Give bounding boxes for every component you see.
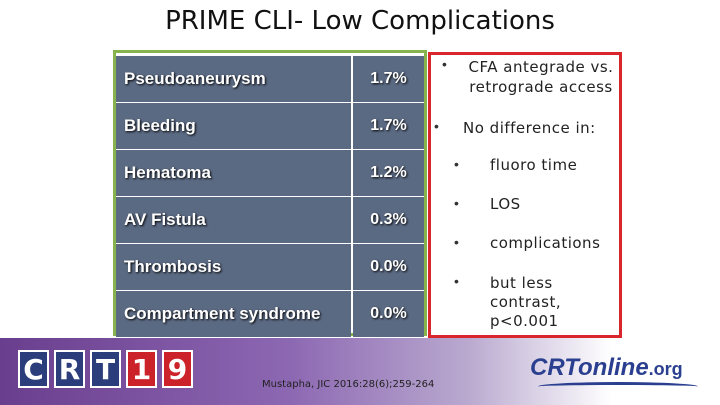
citation: Mustapha, JIC 2016:28(6);259-264 — [262, 379, 435, 390]
crt-digit: 1 — [126, 350, 157, 388]
row-value: 0.0% — [353, 244, 424, 290]
bullet-access-line: CFA antegrade vs. — [468, 58, 614, 76]
bullet-dot: • — [442, 56, 447, 72]
sub-bullet: fluoro time — [490, 156, 578, 174]
bullet-dot: • — [454, 195, 459, 211]
table-row: Bleeding 1.7% — [116, 103, 424, 149]
logo-main: CRTonline — [530, 354, 649, 381]
row-value: 1.2% — [353, 150, 424, 196]
bullet-access: CFA antegrade vs. retrograde access — [462, 57, 620, 97]
table-row: AV Fistula 0.3% — [116, 197, 424, 243]
row-value: 1.7% — [353, 103, 424, 149]
table-row: Thrombosis 0.0% — [116, 244, 424, 290]
table-row: Compartment syndrome 0.0% — [116, 291, 424, 337]
table-row: Hematoma 1.2% — [116, 150, 424, 196]
row-value: 0.3% — [353, 197, 424, 243]
bullet-dot: • — [454, 234, 459, 250]
crt-letter: R — [54, 350, 85, 388]
bullet-access-line: retrograde access — [469, 78, 613, 96]
sub-bullet: complications — [490, 234, 601, 252]
logo-swoosh — [538, 382, 698, 391]
slide-title: PRIME CLI- Low Complications — [165, 6, 555, 36]
sub-bullet-line: but less — [490, 274, 553, 292]
crtonline-logo: CRTonline.org — [530, 354, 683, 382]
sub-bullet-contrast: but less contrast, p<0.001 — [490, 274, 561, 331]
row-label: AV Fistula — [116, 197, 351, 243]
complications-table: Pseudoaneurysm 1.7% Bleeding 1.7% Hemato… — [113, 50, 427, 337]
logo-suffix: .org — [648, 359, 683, 379]
row-value: 0.0% — [353, 291, 424, 337]
crt-letter: T — [90, 350, 121, 388]
sub-bullet: LOS — [490, 195, 521, 213]
bullet-dot: • — [434, 118, 439, 134]
row-value: 1.7% — [353, 56, 424, 102]
bullet-no-difference: No difference in: — [463, 119, 596, 137]
table-row: Pseudoaneurysm 1.7% — [116, 56, 424, 102]
row-label: Thrombosis — [116, 244, 351, 290]
row-label: Pseudoaneurysm — [116, 56, 351, 102]
sub-bullet-line: contrast, — [490, 293, 562, 311]
crt-letter: C — [18, 350, 49, 388]
bullet-dot: • — [454, 156, 459, 172]
crt-digit: 9 — [162, 350, 193, 388]
bullet-dot: • — [454, 273, 459, 289]
row-label: Compartment syndrome — [116, 291, 351, 337]
row-label: Hematoma — [116, 150, 351, 196]
findings-box — [428, 52, 622, 338]
row-label: Bleeding — [116, 103, 351, 149]
crt19-logo: C R T 1 9 — [18, 350, 193, 388]
sub-bullet-line: p<0.001 — [490, 312, 559, 330]
